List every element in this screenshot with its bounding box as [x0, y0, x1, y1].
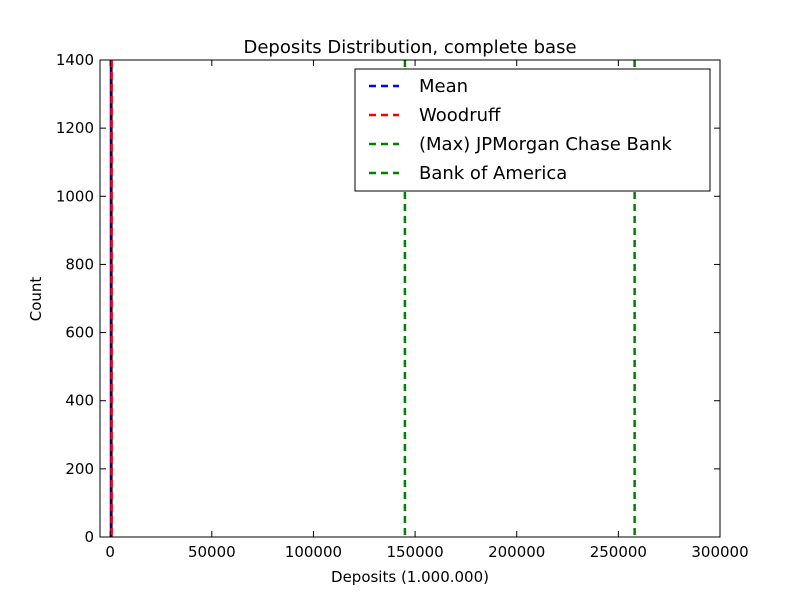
x-tick-label: 200000 [488, 543, 545, 561]
plot-area: 0 50000 100000 150000 200000 250000 300000 0 200… [56, 51, 749, 561]
y-axis-label: Count [27, 277, 45, 322]
y-tick-label: 1200 [56, 119, 94, 137]
chart-title: Deposits Distribution, complete base [243, 37, 576, 58]
legend-entry: Mean [419, 76, 468, 97]
y-tick-label: 600 [65, 324, 94, 342]
axes-frame [99, 59, 721, 538]
x-tick-label: 300000 [691, 543, 748, 561]
y-tick-label: 1000 [56, 187, 94, 205]
legend-entry: (Max) JPMorgan Chase Bank [419, 134, 672, 155]
legend-box [354, 68, 711, 192]
x-tick-label: 50000 [188, 543, 236, 561]
x-tick-label: 0 [105, 543, 115, 561]
y-tick-label: 200 [65, 460, 94, 478]
y-tick-label: 1400 [56, 51, 94, 69]
x-tick-label: 250000 [590, 543, 647, 561]
y-tick-label: 0 [84, 528, 94, 546]
x-tick-label: 150000 [386, 543, 443, 561]
y-tick-label: 400 [65, 392, 94, 410]
legend-entry: Bank of America [419, 163, 567, 184]
legend: Mean Woodruff (Max) JPMorgan Chase Bank Ban… [354, 68, 711, 192]
x-axis-label: Deposits (1.000.000) [331, 568, 489, 586]
legend-entry: Woodruff [419, 105, 501, 126]
y-tick-label: 800 [65, 255, 94, 273]
histogram-bar [109, 59, 113, 538]
x-tick-label: 100000 [285, 543, 342, 561]
